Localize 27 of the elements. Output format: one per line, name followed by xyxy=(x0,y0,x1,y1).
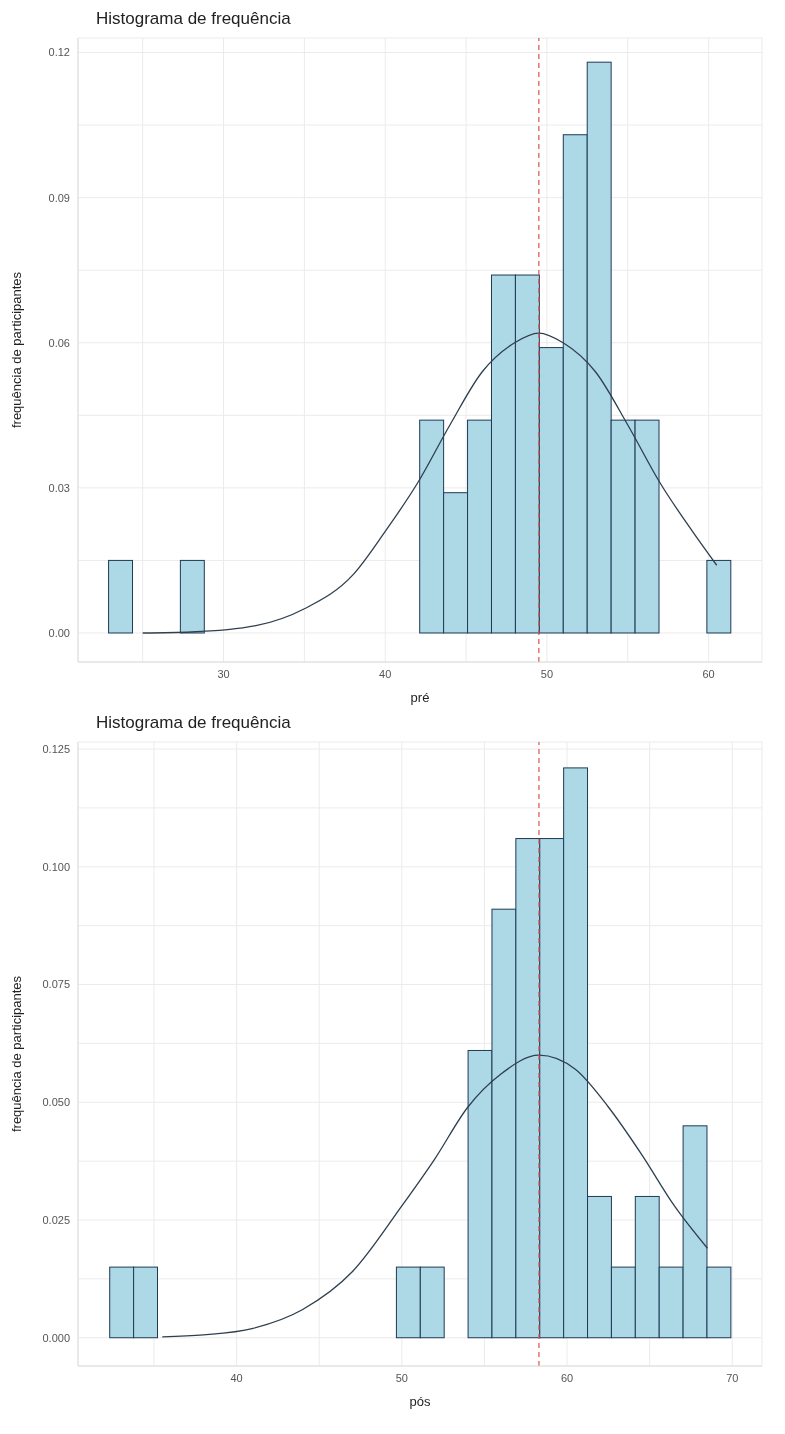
y-tick-label: 0.050 xyxy=(42,1096,70,1109)
x-tick-label: 40 xyxy=(379,667,392,680)
y-tick-label: 0.00 xyxy=(48,626,70,639)
y-tick-label: 0.025 xyxy=(42,1213,70,1226)
x-tick-label: 40 xyxy=(230,1371,243,1384)
x-tick-label: 70 xyxy=(726,1371,739,1384)
x-tick-label: 50 xyxy=(540,667,554,680)
y-tick-label: 0.06 xyxy=(48,336,70,349)
x-tick-label: 60 xyxy=(560,1371,574,1384)
line-series xyxy=(142,332,718,634)
y-tick-label: 0.125 xyxy=(42,742,70,755)
y-tick-label: 0.075 xyxy=(42,978,70,991)
x-axis-title: pós xyxy=(409,1394,431,1409)
y-tick-label: 0.12 xyxy=(48,46,70,59)
x-axis-title: pré xyxy=(410,690,430,705)
x-tick-label: 30 xyxy=(217,667,230,680)
y-tick-label: 0.03 xyxy=(48,481,70,494)
y-axis-title: frequência de participantes xyxy=(8,975,24,1133)
chart-title: Histograma de frequência xyxy=(95,8,292,30)
y-axis-title: frequência de participantes xyxy=(8,271,24,429)
chart-title: Histograma de frequência xyxy=(95,712,292,734)
line-series xyxy=(161,1054,709,1338)
y-tick-label: 0.09 xyxy=(48,191,70,204)
x-tick-label: 50 xyxy=(395,1371,408,1384)
y-tick-label: 0.000 xyxy=(42,1331,70,1344)
y-tick-label: 0.100 xyxy=(42,860,70,873)
x-tick-label: 60 xyxy=(702,667,715,680)
